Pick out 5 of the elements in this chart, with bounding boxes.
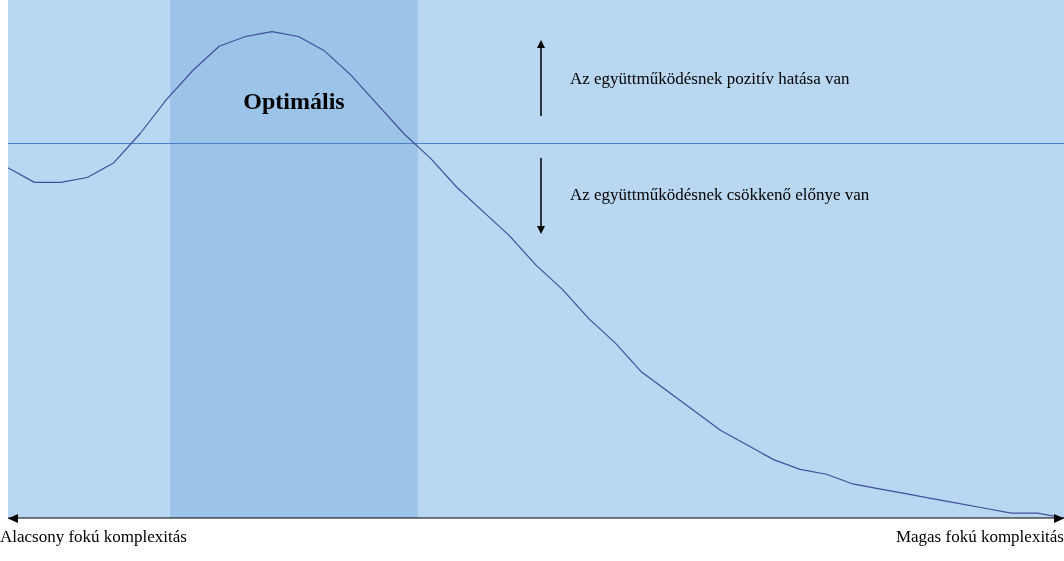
text: Alacsony fokú komplexitás [0, 527, 187, 547]
annotation: Az együttműködésnek pozitív hatása van [570, 69, 850, 89]
annotation: Optimális [243, 88, 345, 115]
text: Magas fokú komplexitás [895, 527, 1064, 547]
annotation: Az együttműködésnek csökkenő előnye van [570, 185, 870, 205]
